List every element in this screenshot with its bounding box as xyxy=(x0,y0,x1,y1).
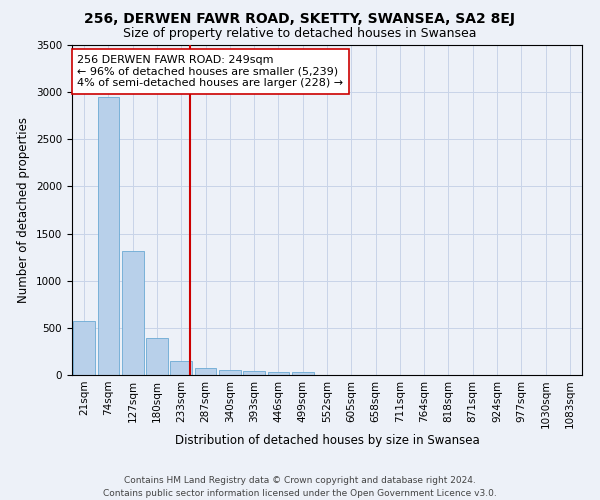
X-axis label: Distribution of detached houses by size in Swansea: Distribution of detached houses by size … xyxy=(175,434,479,447)
Bar xyxy=(292,372,314,375)
Text: 256, DERWEN FAWR ROAD, SKETTY, SWANSEA, SA2 8EJ: 256, DERWEN FAWR ROAD, SKETTY, SWANSEA, … xyxy=(85,12,515,26)
Bar xyxy=(73,322,95,375)
Bar xyxy=(97,97,119,375)
Bar xyxy=(122,252,143,375)
Bar xyxy=(146,338,168,375)
Y-axis label: Number of detached properties: Number of detached properties xyxy=(17,117,31,303)
Bar xyxy=(243,371,265,375)
Text: Contains HM Land Registry data © Crown copyright and database right 2024.
Contai: Contains HM Land Registry data © Crown c… xyxy=(103,476,497,498)
Bar xyxy=(268,372,289,375)
Text: Size of property relative to detached houses in Swansea: Size of property relative to detached ho… xyxy=(123,28,477,40)
Bar xyxy=(170,362,192,375)
Text: 256 DERWEN FAWR ROAD: 249sqm
← 96% of detached houses are smaller (5,239)
4% of : 256 DERWEN FAWR ROAD: 249sqm ← 96% of de… xyxy=(77,55,343,88)
Bar xyxy=(219,370,241,375)
Bar xyxy=(194,368,217,375)
